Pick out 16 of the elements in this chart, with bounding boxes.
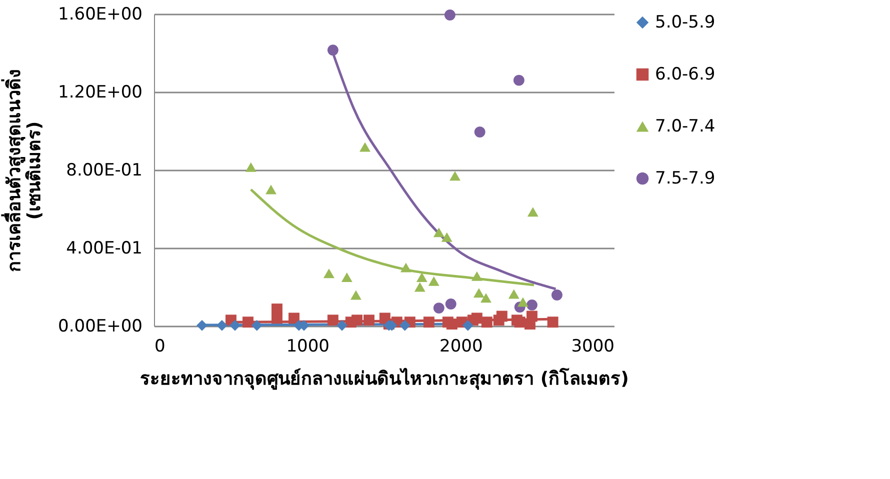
y-tick-label: 0.00E+00 [58, 316, 142, 336]
legend-label: 5.0-5.9 [655, 12, 716, 32]
legend-label: 7.0-7.4 [655, 116, 716, 136]
legend-label: 7.5-7.9 [655, 168, 716, 188]
legend-label: 6.0-6.9 [655, 64, 716, 84]
y-tick-label: 1.60E+00 [58, 4, 142, 24]
y-tick-label: 8.00E-01 [66, 160, 142, 180]
x-tick-label: 2000 [440, 336, 483, 356]
line-series [250, 188, 536, 286]
x-axis-title: ระยะทางจากจุดศูนย์กลางแผ่นดินไหวเกาะสุมาตรา (กิโลเมตร) [140, 368, 629, 390]
x-tick-label: 0 [154, 336, 166, 356]
x-tick-label: 1000 [286, 336, 330, 356]
y-axis-title: การเคลื่อนตัวสูงสุดแนวดิ่ง (เซนติเมตร) [1, 69, 46, 272]
x-tick-label: 3000 [571, 336, 614, 356]
y-tick-label: 1.20E+00 [58, 82, 142, 102]
y-tick-label: 4.00E-01 [66, 238, 142, 258]
